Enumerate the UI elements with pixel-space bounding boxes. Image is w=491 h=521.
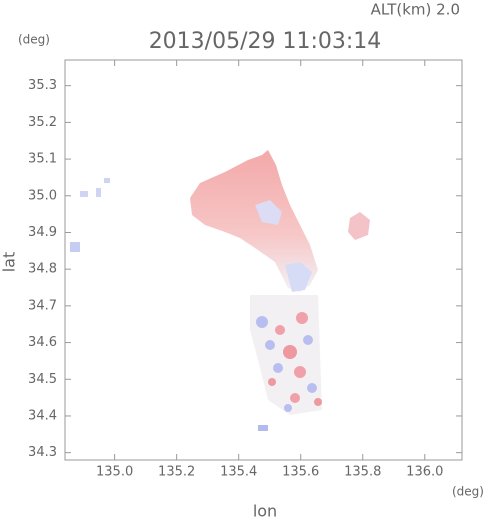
y-tick-label: 35.2 <box>28 115 57 130</box>
altitude-label: ALT(km) 2.0 <box>371 1 460 19</box>
echo-cell <box>294 366 306 378</box>
echo-region <box>285 262 312 292</box>
x-tick-label: 135.8 <box>344 465 381 480</box>
echo-region <box>255 200 282 225</box>
y-tick-label: 34.4 <box>28 408 57 423</box>
echo-region <box>190 150 318 292</box>
echo-region <box>70 242 80 252</box>
y-tick-label: 34.8 <box>28 262 57 277</box>
echo-region <box>348 212 370 240</box>
y-tick-label: 35.3 <box>28 78 57 93</box>
y-tick-label: 34.3 <box>28 445 57 460</box>
x-axis-title: lon <box>253 502 277 521</box>
echo-cell <box>273 363 283 373</box>
echo-cell <box>265 340 275 350</box>
echo-cell <box>296 312 308 324</box>
y-tick-label: 35.0 <box>28 188 57 203</box>
chart-title: 2013/05/29 11:03:14 <box>149 29 382 54</box>
echo-cell <box>258 425 268 431</box>
echo-cell <box>268 378 276 386</box>
x-tick-label: 135.6 <box>282 465 319 480</box>
x-unit: (deg) <box>452 485 484 499</box>
y-tick-label: 34.5 <box>28 372 57 387</box>
y-tick-label: 35.1 <box>28 152 57 167</box>
y-axis-title: lat <box>0 252 19 273</box>
echo-cell <box>284 404 292 412</box>
echo-cell <box>256 316 268 328</box>
echo-region <box>80 191 88 197</box>
echo-cell <box>283 345 297 359</box>
y-tick-label: 34.9 <box>28 225 57 240</box>
echo-cell <box>290 393 300 403</box>
echo-cell <box>307 383 317 393</box>
x-tick-label: 136.0 <box>406 465 443 480</box>
x-tick-label: 135.4 <box>220 465 257 480</box>
echo-cell <box>275 325 285 335</box>
plot-frame <box>64 59 463 461</box>
echo-region <box>104 178 110 183</box>
echo-field <box>70 150 370 431</box>
x-tick-label: 135.2 <box>158 465 195 480</box>
echo-cell <box>303 335 313 345</box>
x-tick-label: 135.0 <box>96 465 133 480</box>
y-tick-label: 34.7 <box>28 298 57 313</box>
echo-region <box>96 188 101 197</box>
y-tick-label: 34.6 <box>28 335 57 350</box>
y-unit: (deg) <box>18 33 50 47</box>
echo-cell <box>314 398 322 406</box>
